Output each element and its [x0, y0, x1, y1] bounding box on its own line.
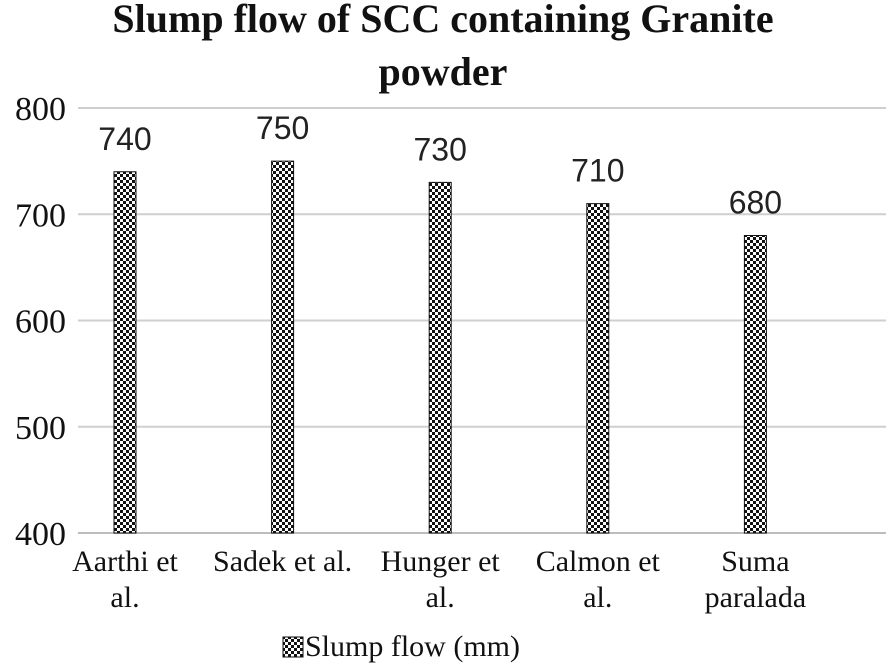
legend-label: Slump flow (mm): [305, 630, 520, 663]
x-category-label: Sadek et al.: [213, 545, 352, 578]
data-label: 680: [729, 185, 782, 221]
x-axis-categories: Aarthi et al. Sadek et al. Hunger et al. Calm…: [72, 545, 806, 614]
data-label: 750: [256, 110, 309, 146]
bar: [743, 235, 767, 534]
bar: [586, 203, 610, 534]
y-axis-ticks: 400 500 600 700 800: [15, 91, 66, 553]
bars: [113, 160, 767, 534]
data-label: 710: [571, 153, 624, 189]
y-tick-label: 700: [15, 197, 66, 234]
y-tick-label: 500: [15, 410, 66, 447]
bar: [428, 181, 452, 534]
x-category-label: al.: [426, 581, 455, 614]
x-category-label: Hunger et: [381, 545, 501, 578]
bar: [113, 171, 137, 534]
y-tick-label: 400: [15, 516, 66, 553]
x-category-label: al.: [583, 581, 612, 614]
x-category-label: Suma: [721, 545, 789, 578]
chart-title: Slump flow of SCC containing Granite powd…: [112, 0, 773, 94]
x-category-label: al.: [110, 581, 139, 614]
x-category-label: paralada: [705, 581, 807, 614]
chart-title-line: powder: [379, 49, 508, 94]
data-label: 740: [98, 121, 151, 157]
chart-title-line: Slump flow of SCC containing Granite: [112, 0, 773, 41]
data-label: 730: [414, 131, 467, 167]
y-tick-label: 600: [15, 304, 66, 341]
y-tick-label: 800: [15, 91, 66, 128]
data-labels: 740 750 730 710 680: [98, 110, 782, 220]
legend-swatch: [282, 636, 304, 658]
legend: Slump flow (mm): [282, 630, 520, 663]
bar: [271, 160, 295, 534]
x-category-label: Calmon et: [536, 545, 661, 578]
x-category-label: Aarthi et: [72, 545, 178, 578]
